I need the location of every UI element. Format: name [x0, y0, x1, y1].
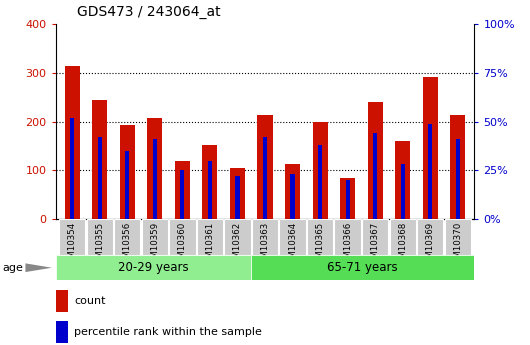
Bar — [258, 115, 272, 219]
Bar — [208, 161, 212, 219]
Bar — [456, 139, 460, 219]
Bar — [86, 219, 113, 255]
Text: GSM10363: GSM10363 — [261, 222, 269, 269]
Text: GSM10355: GSM10355 — [95, 222, 104, 269]
Text: GSM10369: GSM10369 — [426, 222, 435, 269]
Text: GSM10364: GSM10364 — [288, 222, 297, 269]
Bar — [285, 164, 300, 219]
Text: percentile rank within the sample: percentile rank within the sample — [75, 327, 262, 337]
Bar — [197, 219, 223, 255]
Text: GSM10366: GSM10366 — [343, 222, 352, 269]
Bar — [428, 124, 432, 219]
Text: GDS473 / 243064_at: GDS473 / 243064_at — [77, 5, 220, 19]
Text: GSM10356: GSM10356 — [123, 222, 132, 269]
Bar — [251, 255, 474, 280]
Text: GSM10354: GSM10354 — [68, 222, 77, 269]
Bar — [313, 122, 328, 219]
Bar — [142, 219, 168, 255]
Bar — [175, 161, 190, 219]
Bar — [362, 219, 388, 255]
Bar — [318, 145, 322, 219]
Bar — [450, 115, 465, 219]
Text: GSM10370: GSM10370 — [453, 222, 462, 269]
Bar — [147, 118, 162, 219]
Bar — [423, 77, 438, 219]
Bar — [401, 165, 405, 219]
Bar — [334, 219, 361, 255]
Bar — [56, 255, 251, 280]
Bar — [263, 137, 267, 219]
Text: GSM10360: GSM10360 — [178, 222, 187, 269]
Text: 65-71 years: 65-71 years — [328, 261, 398, 274]
Bar — [395, 141, 410, 219]
Bar — [120, 125, 135, 219]
Bar — [98, 137, 102, 219]
Text: 20-29 years: 20-29 years — [118, 261, 189, 274]
Bar — [368, 102, 383, 219]
Bar — [65, 66, 80, 219]
Bar — [202, 145, 217, 219]
Bar — [114, 219, 140, 255]
Bar — [180, 170, 184, 219]
Bar — [125, 151, 129, 219]
Bar — [56, 290, 68, 312]
Bar — [307, 219, 333, 255]
Bar — [56, 321, 68, 343]
Bar — [153, 139, 157, 219]
Bar — [92, 100, 107, 219]
Bar — [252, 219, 278, 255]
Bar — [346, 180, 350, 219]
Text: count: count — [75, 296, 106, 306]
Bar — [169, 219, 196, 255]
Bar — [340, 178, 355, 219]
Text: GSM10361: GSM10361 — [206, 222, 215, 269]
Bar — [224, 219, 251, 255]
Bar — [235, 176, 240, 219]
Text: GSM10362: GSM10362 — [233, 222, 242, 269]
Bar — [445, 219, 471, 255]
Bar — [390, 219, 416, 255]
Bar — [279, 219, 306, 255]
Text: GSM10365: GSM10365 — [315, 222, 324, 269]
Bar — [373, 133, 377, 219]
Polygon shape — [25, 263, 52, 272]
Text: GSM10368: GSM10368 — [398, 222, 407, 269]
Bar — [417, 219, 444, 255]
Text: GSM10367: GSM10367 — [370, 222, 379, 269]
Text: GSM10359: GSM10359 — [151, 222, 160, 269]
Bar — [290, 174, 295, 219]
Bar — [70, 118, 74, 219]
Bar — [230, 168, 245, 219]
Bar — [59, 219, 85, 255]
Text: age: age — [3, 263, 23, 273]
